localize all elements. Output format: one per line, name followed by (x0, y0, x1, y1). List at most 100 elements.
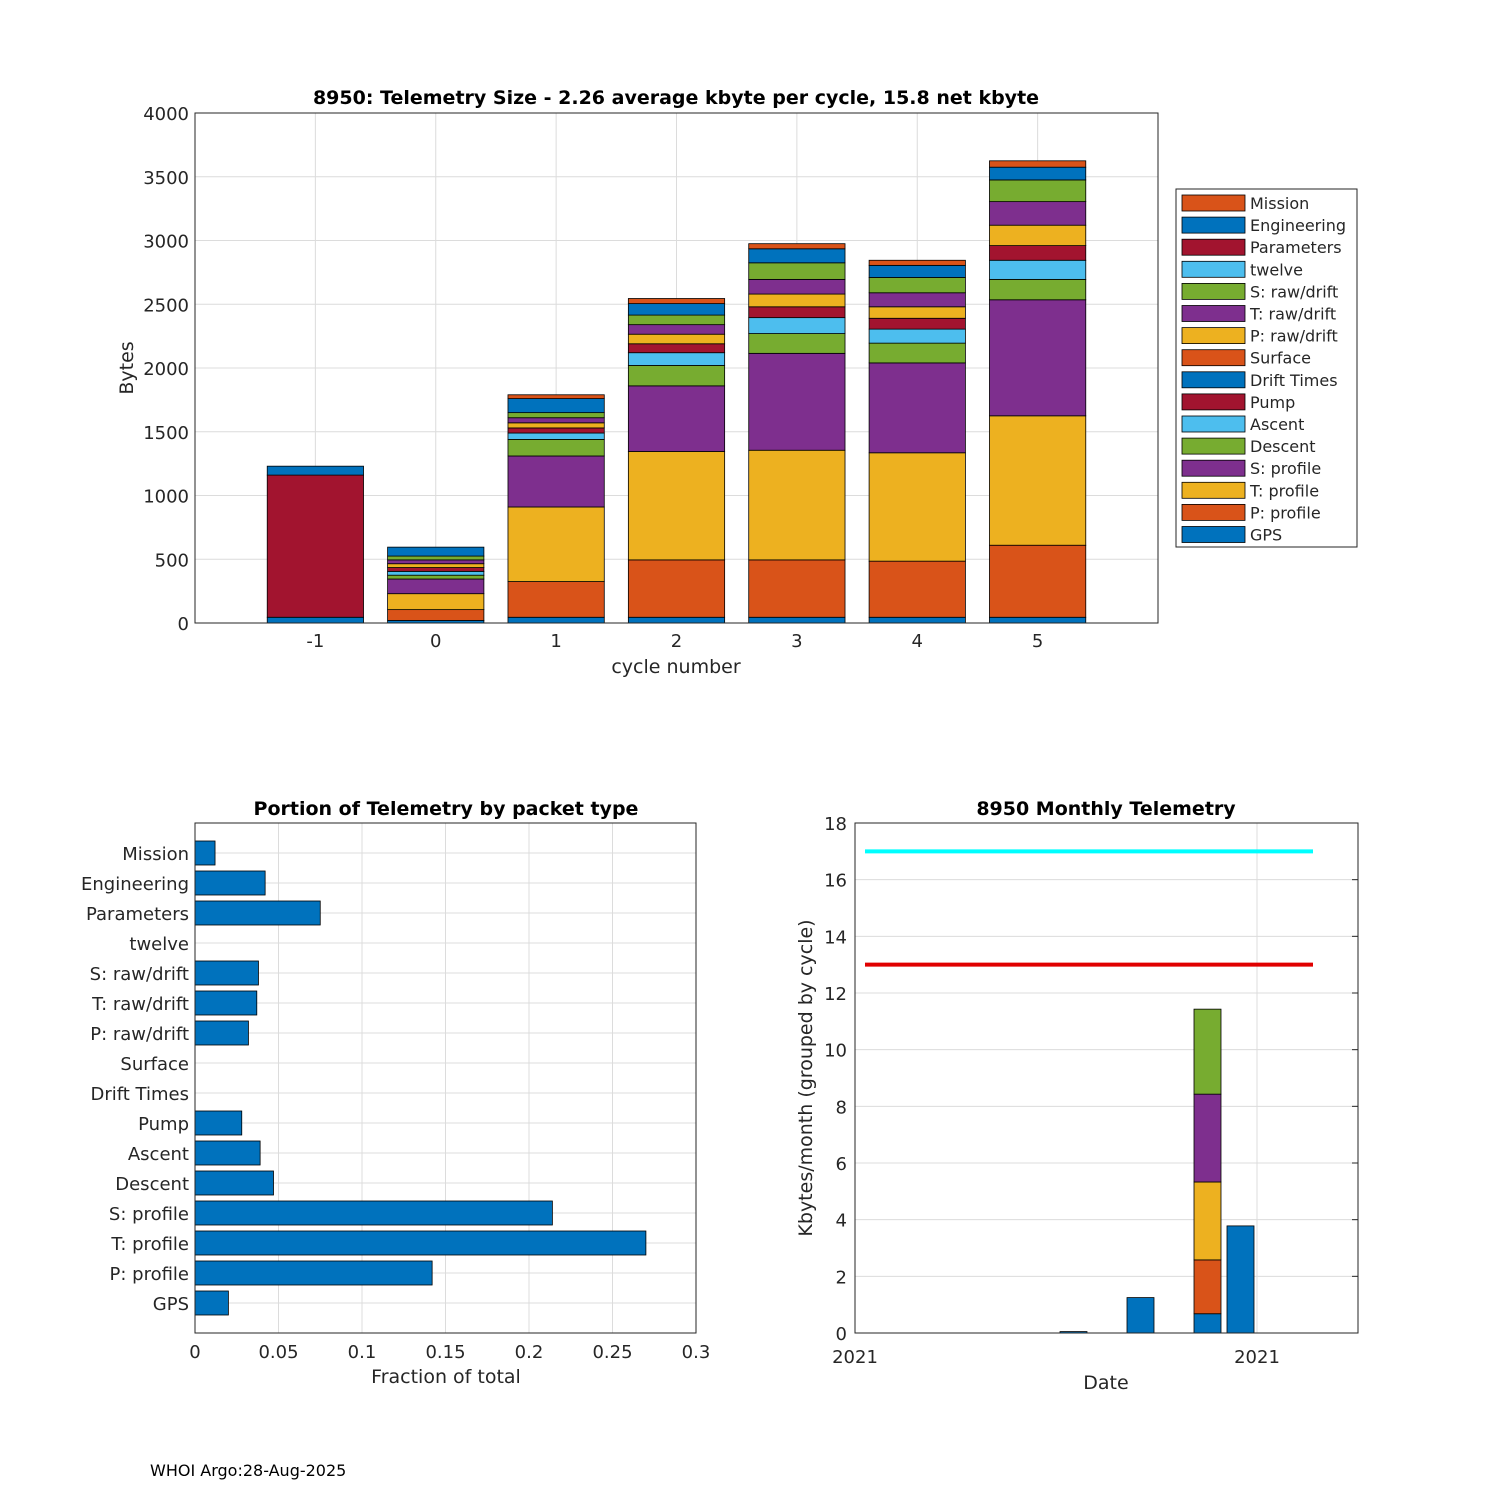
bar-segment (627, 333, 726, 345)
y-axis-label: Kbytes/month (grouped by cycle) (795, 919, 817, 1236)
bar-segment (387, 574, 485, 580)
y-tick-label: 3500 (143, 168, 189, 189)
y-tick-label: Descent (115, 1174, 189, 1195)
axes-box (854, 822, 1359, 1334)
legend-label: T: raw/drift (1249, 305, 1336, 324)
y-tick-label: 14 (824, 927, 847, 948)
y-tick-label: Ascent (128, 1144, 189, 1165)
bar-segment (1226, 1225, 1255, 1334)
bar-segment (266, 465, 364, 476)
legend-swatch (1181, 503, 1246, 521)
legend-swatch (1181, 459, 1246, 477)
y-tick-label: 6 (836, 1154, 847, 1175)
grid (854, 822, 1358, 1334)
legend-swatch (1181, 349, 1246, 367)
x-tick-label: 0.3 (682, 1342, 711, 1363)
x-tick-labels: -1 0 1 2 3 4 5 (306, 631, 1043, 652)
legend-swatch (1181, 371, 1246, 389)
axes-box (194, 112, 1159, 624)
y-tick-label: Drift Times (91, 1084, 190, 1105)
x-axis-label: Date (1083, 1372, 1128, 1394)
bar-segment (748, 616, 846, 624)
x-tick-label: -1 (306, 631, 324, 652)
bar-segment (989, 544, 1087, 618)
bar-segment (1193, 1313, 1222, 1334)
bar-segment (989, 201, 1087, 226)
y-tick-label: 16 (824, 871, 847, 892)
bar-segment (989, 160, 1087, 168)
y-tick-label: 2000 (143, 359, 189, 380)
bar-segment (868, 362, 966, 454)
bar-segment (1193, 1181, 1222, 1261)
legend-label: twelve (1250, 260, 1303, 279)
bar-segment (507, 394, 605, 399)
bars (1059, 1008, 1255, 1334)
bar-segment (627, 385, 726, 452)
bar-segment (748, 278, 846, 295)
y-tick-label: 2 (836, 1267, 847, 1288)
y-tick-label: 1500 (143, 423, 189, 444)
bar-segment (748, 317, 846, 334)
bar-segment (1193, 1008, 1222, 1095)
y-tick-label: 8 (836, 1097, 847, 1118)
legend-swatch (1181, 415, 1246, 433)
y-tick-label: T: raw/drift (91, 994, 189, 1015)
y-tick-label: Engineering (81, 874, 189, 895)
bar (194, 1020, 249, 1046)
chart-title: 8950 Monthly Telemetry (976, 798, 1236, 820)
x-tick-label: 0 (430, 631, 441, 652)
x-tick-label: 0.2 (515, 1342, 544, 1363)
bar-segment (627, 559, 726, 618)
y-tick-label: 0 (178, 614, 189, 635)
bar-segment (989, 179, 1087, 203)
bar-segment (868, 259, 966, 266)
bar-segment (748, 449, 846, 561)
bars (266, 160, 1087, 624)
bar-segment (989, 259, 1087, 280)
legend-label: Descent (1250, 437, 1316, 456)
reference-lines (865, 849, 1313, 967)
bar-segment (868, 328, 966, 344)
bar-segment (748, 293, 846, 308)
bar-segment (868, 292, 966, 308)
legend-label: P: raw/drift (1250, 327, 1338, 346)
bar-segment (989, 278, 1087, 301)
legend-swatch (1181, 260, 1246, 278)
bar-segment (748, 262, 846, 280)
bar-segment (748, 559, 846, 618)
bar-segment (989, 166, 1087, 181)
bar-segment (627, 365, 726, 387)
bar-segment (507, 455, 605, 508)
legend-label: Parameters (1250, 238, 1342, 257)
bar-segment (507, 412, 605, 419)
bar (194, 1110, 243, 1136)
bar-segment (627, 343, 726, 354)
y-tick-label: 4000 (143, 104, 189, 125)
stacked-bar-chart-telemetry-size: 0 500 1000 1500 2000 2500 3000 3500 4000 -1 0 1 2 3 4… (116, 87, 1358, 678)
x-tick-label: 1 (550, 631, 561, 652)
bar-segment (387, 593, 485, 611)
y-tick-label: 12 (824, 984, 847, 1005)
legend-swatch (1181, 238, 1246, 256)
bar-segment (507, 398, 605, 414)
bar-segment (387, 559, 485, 565)
bar (194, 870, 266, 896)
legend-label: Pump (1250, 393, 1295, 412)
bar-segment (627, 324, 726, 335)
x-tick-labels: 0 0.05 0.1 0.15 0.2 0.25 0.3 (189, 1342, 710, 1363)
y-tick-label: 2500 (143, 295, 189, 316)
y-tick-labels: 0 2 4 6 8 10 12 14 16 18 (824, 814, 847, 1345)
bar-segment (868, 616, 966, 624)
x-tick-label: 0 (189, 1342, 200, 1363)
y-tick-label: S: raw/drift (90, 964, 189, 985)
bar-segment (748, 333, 846, 354)
bar (194, 1140, 261, 1166)
bar-segment (627, 314, 726, 326)
bar (194, 840, 216, 866)
bar-segment (989, 616, 1087, 624)
bar-segment (507, 506, 605, 582)
legend-label: Mission (1250, 194, 1309, 213)
y-tick-label: 18 (824, 814, 847, 835)
bar-segment (1126, 1297, 1155, 1334)
